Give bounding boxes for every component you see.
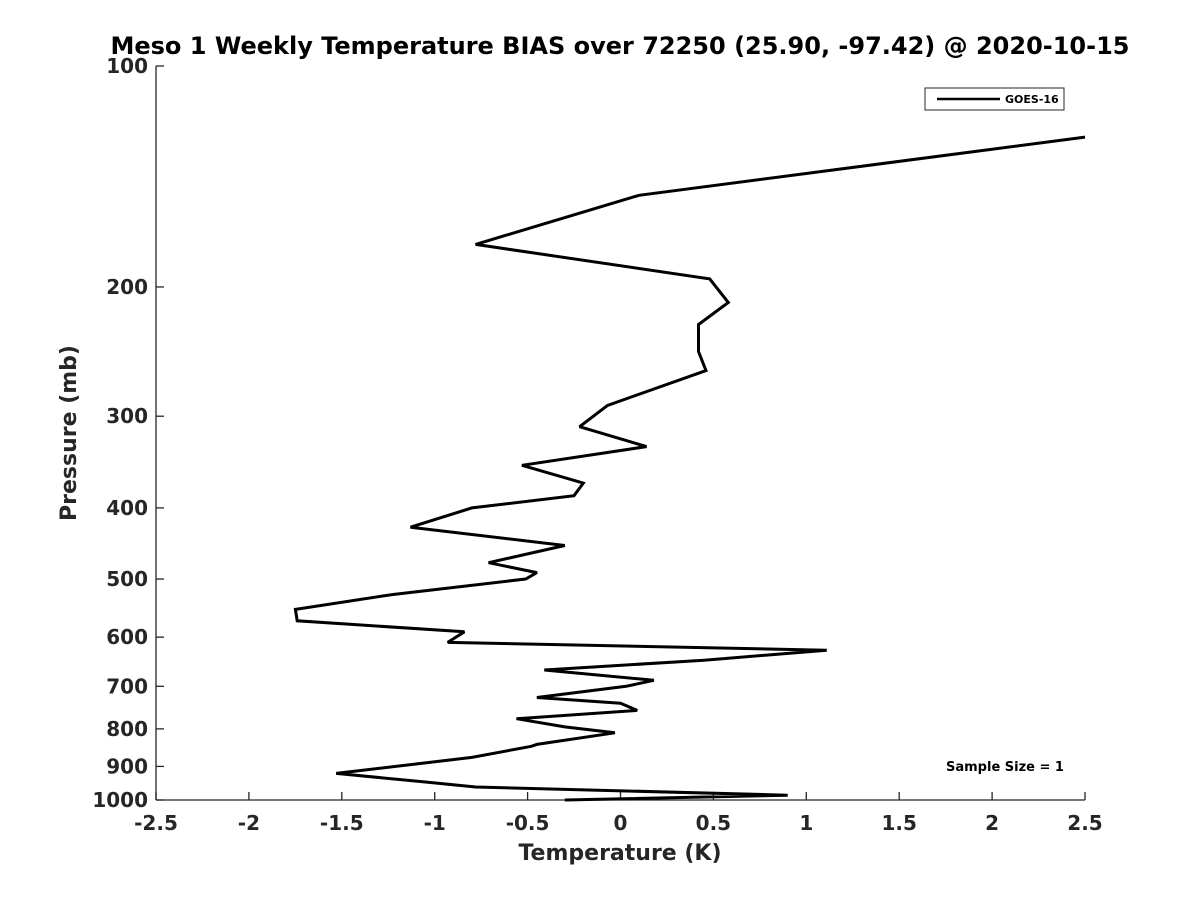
y-axis-label: Pressure (mb) xyxy=(57,345,82,521)
legend-entry-goes-16: GOES-16 xyxy=(1005,93,1059,106)
x-tick-label: -1.5 xyxy=(320,811,364,835)
sample-size-annotation: Sample Size = 1 xyxy=(946,760,1064,775)
x-tick-label: 1 xyxy=(799,811,813,835)
y-tick-label: 600 xyxy=(106,625,148,649)
y-tick-label: 800 xyxy=(106,717,148,741)
x-tick-label: 1.5 xyxy=(881,811,916,835)
x-axis-label: Temperature (K) xyxy=(518,841,721,866)
x-tick-label: 2.5 xyxy=(1067,811,1102,835)
y-tick-label: 200 xyxy=(106,275,148,299)
y-tick-label: 700 xyxy=(106,674,148,698)
y-tick-label: 900 xyxy=(106,754,148,778)
y-ticks: 100 200 300 400 500 600 700 800 900 1000 xyxy=(92,54,164,812)
y-tick-label: 1000 xyxy=(92,788,148,812)
series-layer xyxy=(293,135,1086,802)
y-tick-label: 300 xyxy=(106,404,148,428)
legend: GOES-16 xyxy=(924,87,1065,111)
x-tick-label: 2 xyxy=(985,811,999,835)
y-tick-label: 100 xyxy=(106,54,148,78)
x-tick-label: -2.5 xyxy=(134,811,178,835)
x-tick-label: 0.5 xyxy=(696,811,731,835)
x-tick-label: -2 xyxy=(238,811,260,835)
chart-title: Meso 1 Weekly Temperature BIAS over 7225… xyxy=(110,32,1129,60)
y-tick-label: 500 xyxy=(106,567,148,591)
series-line-goes-16 xyxy=(293,135,1086,802)
x-tick-label: -0.5 xyxy=(506,811,550,835)
x-ticks: -2.5 -2 -1.5 -1 -0.5 0 0.5 1 1.5 2 2.5 xyxy=(134,792,1103,835)
y-tick-label: 400 xyxy=(106,496,148,520)
x-tick-label: -1 xyxy=(424,811,446,835)
x-tick-label: 0 xyxy=(614,811,628,835)
